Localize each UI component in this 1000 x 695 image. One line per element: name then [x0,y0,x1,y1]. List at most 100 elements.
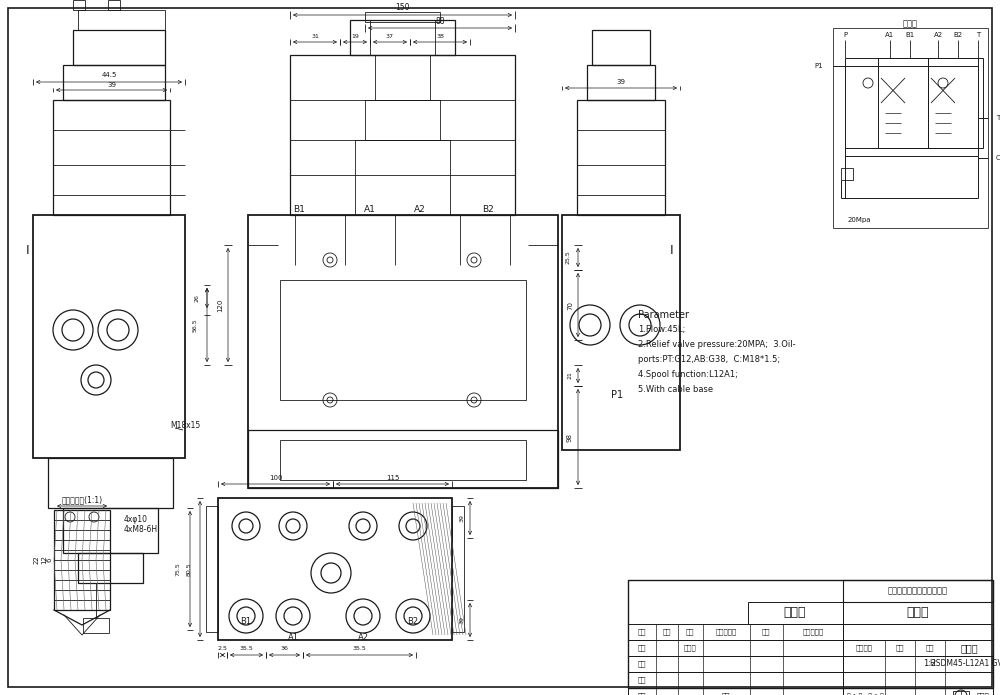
Bar [248,430,558,488]
Bar [628,580,993,688]
Text: B2: B2 [953,32,963,38]
Text: P: P [843,32,847,38]
Text: 局部放大图(1:1): 局部放大图(1:1) [61,496,103,505]
Text: 工艺: 工艺 [638,693,646,695]
Bar [843,580,993,602]
Bar [63,508,158,553]
Text: 6: 6 [47,558,53,562]
Text: B1: B1 [240,616,252,626]
Bar [370,20,435,55]
Text: 75.5: 75.5 [176,562,180,576]
Bar [843,602,993,624]
Text: I: I [26,243,30,256]
Text: 37: 37 [386,33,394,38]
Text: B1: B1 [293,206,305,215]
Bar [355,140,450,215]
Bar [248,215,558,488]
Text: 39: 39 [460,514,464,522]
Bar [78,553,143,583]
Text: P1: P1 [611,390,623,400]
Bar [843,640,993,656]
Text: 重量: 重量 [896,645,904,651]
Bar [628,640,843,656]
Text: 1.Flow:45L;: 1.Flow:45L; [638,325,685,334]
Text: T1: T1 [996,115,1000,121]
Text: 22: 22 [34,555,40,564]
Text: 山东奥敏液压科技有限公司: 山东奥敏液压科技有限公司 [888,587,948,596]
Text: 直装阀: 直装阀 [907,607,929,619]
Text: 标记: 标记 [638,629,646,635]
Text: Parameter: Parameter [638,310,689,320]
Text: 4xM8-6H: 4xM8-6H [124,525,158,534]
Bar [83,618,109,633]
Text: T: T [976,32,980,38]
Bar [628,688,843,695]
Bar [748,602,843,624]
Bar [953,691,969,695]
Text: 44.5: 44.5 [101,72,117,78]
Text: ports:PT:G12,AB:G38,  C:M18*1.5;: ports:PT:G12,AB:G38, C:M18*1.5; [638,355,780,364]
Text: A2: A2 [358,634,368,642]
Text: 120: 120 [217,298,223,311]
Text: B2: B2 [407,616,419,626]
Text: 12: 12 [41,555,47,564]
Text: 校对: 校对 [638,661,646,667]
Text: 26: 26 [194,294,200,302]
Text: 1:2: 1:2 [923,660,937,669]
Text: 80.5: 80.5 [186,562,192,576]
Text: 39: 39 [107,82,116,88]
Text: 70: 70 [567,300,573,309]
Bar [63,65,165,100]
Text: 5.With cable base: 5.With cable base [638,385,713,394]
Text: 39: 39 [616,79,626,85]
Bar [375,55,430,100]
Text: 36: 36 [281,646,288,651]
Bar [843,624,993,640]
Text: 标准化: 标准化 [684,645,696,651]
Text: A1: A1 [288,634,298,642]
Text: 25.5: 25.5 [566,251,570,264]
Text: P1: P1 [814,63,823,69]
Bar [841,168,853,180]
Bar [218,498,452,640]
Text: 签名: 签名 [762,629,770,635]
Text: 年、月、日: 年、月、日 [802,629,824,635]
Bar [562,215,680,450]
Bar [108,0,120,10]
Text: B2: B2 [482,206,494,215]
Text: 98: 98 [567,432,573,441]
Text: 56.5: 56.5 [192,318,198,332]
Bar [33,215,185,458]
Text: A2: A2 [414,206,426,215]
Bar [592,30,650,65]
Bar [365,100,440,140]
Text: 4.Spool function:L12A1;: 4.Spool function:L12A1; [638,370,738,379]
Bar [843,688,993,695]
Text: 35.5: 35.5 [353,646,366,651]
Text: 20Mpa: 20Mpa [848,217,872,223]
Text: 版本号: 版本号 [977,693,989,695]
Text: 31: 31 [311,33,319,38]
Text: 35.5: 35.5 [240,646,253,651]
Bar [350,20,455,55]
Text: 原理图: 原理图 [902,19,918,28]
Bar [280,280,526,400]
Text: A1: A1 [885,32,895,38]
Text: 2.5: 2.5 [218,646,227,651]
Bar [928,58,983,148]
Bar [365,12,440,22]
Text: 38: 38 [436,33,444,38]
Bar [73,30,165,65]
Text: 2.Relief valve pressure:20MPA;  3.Oil-: 2.Relief valve pressure:20MPA; 3.Oil- [638,340,796,349]
Bar [452,506,464,632]
Text: 直装阀: 直装阀 [960,643,978,653]
Text: 150: 150 [395,3,410,13]
Text: A2: A2 [933,32,943,38]
Bar [54,510,110,610]
Text: M18x15: M18x15 [170,420,200,430]
Bar [878,58,928,148]
Bar [628,672,843,688]
Text: 100: 100 [269,475,282,481]
Text: 更改文件号: 更改文件号 [715,629,737,635]
Text: 审核: 审核 [638,677,646,683]
